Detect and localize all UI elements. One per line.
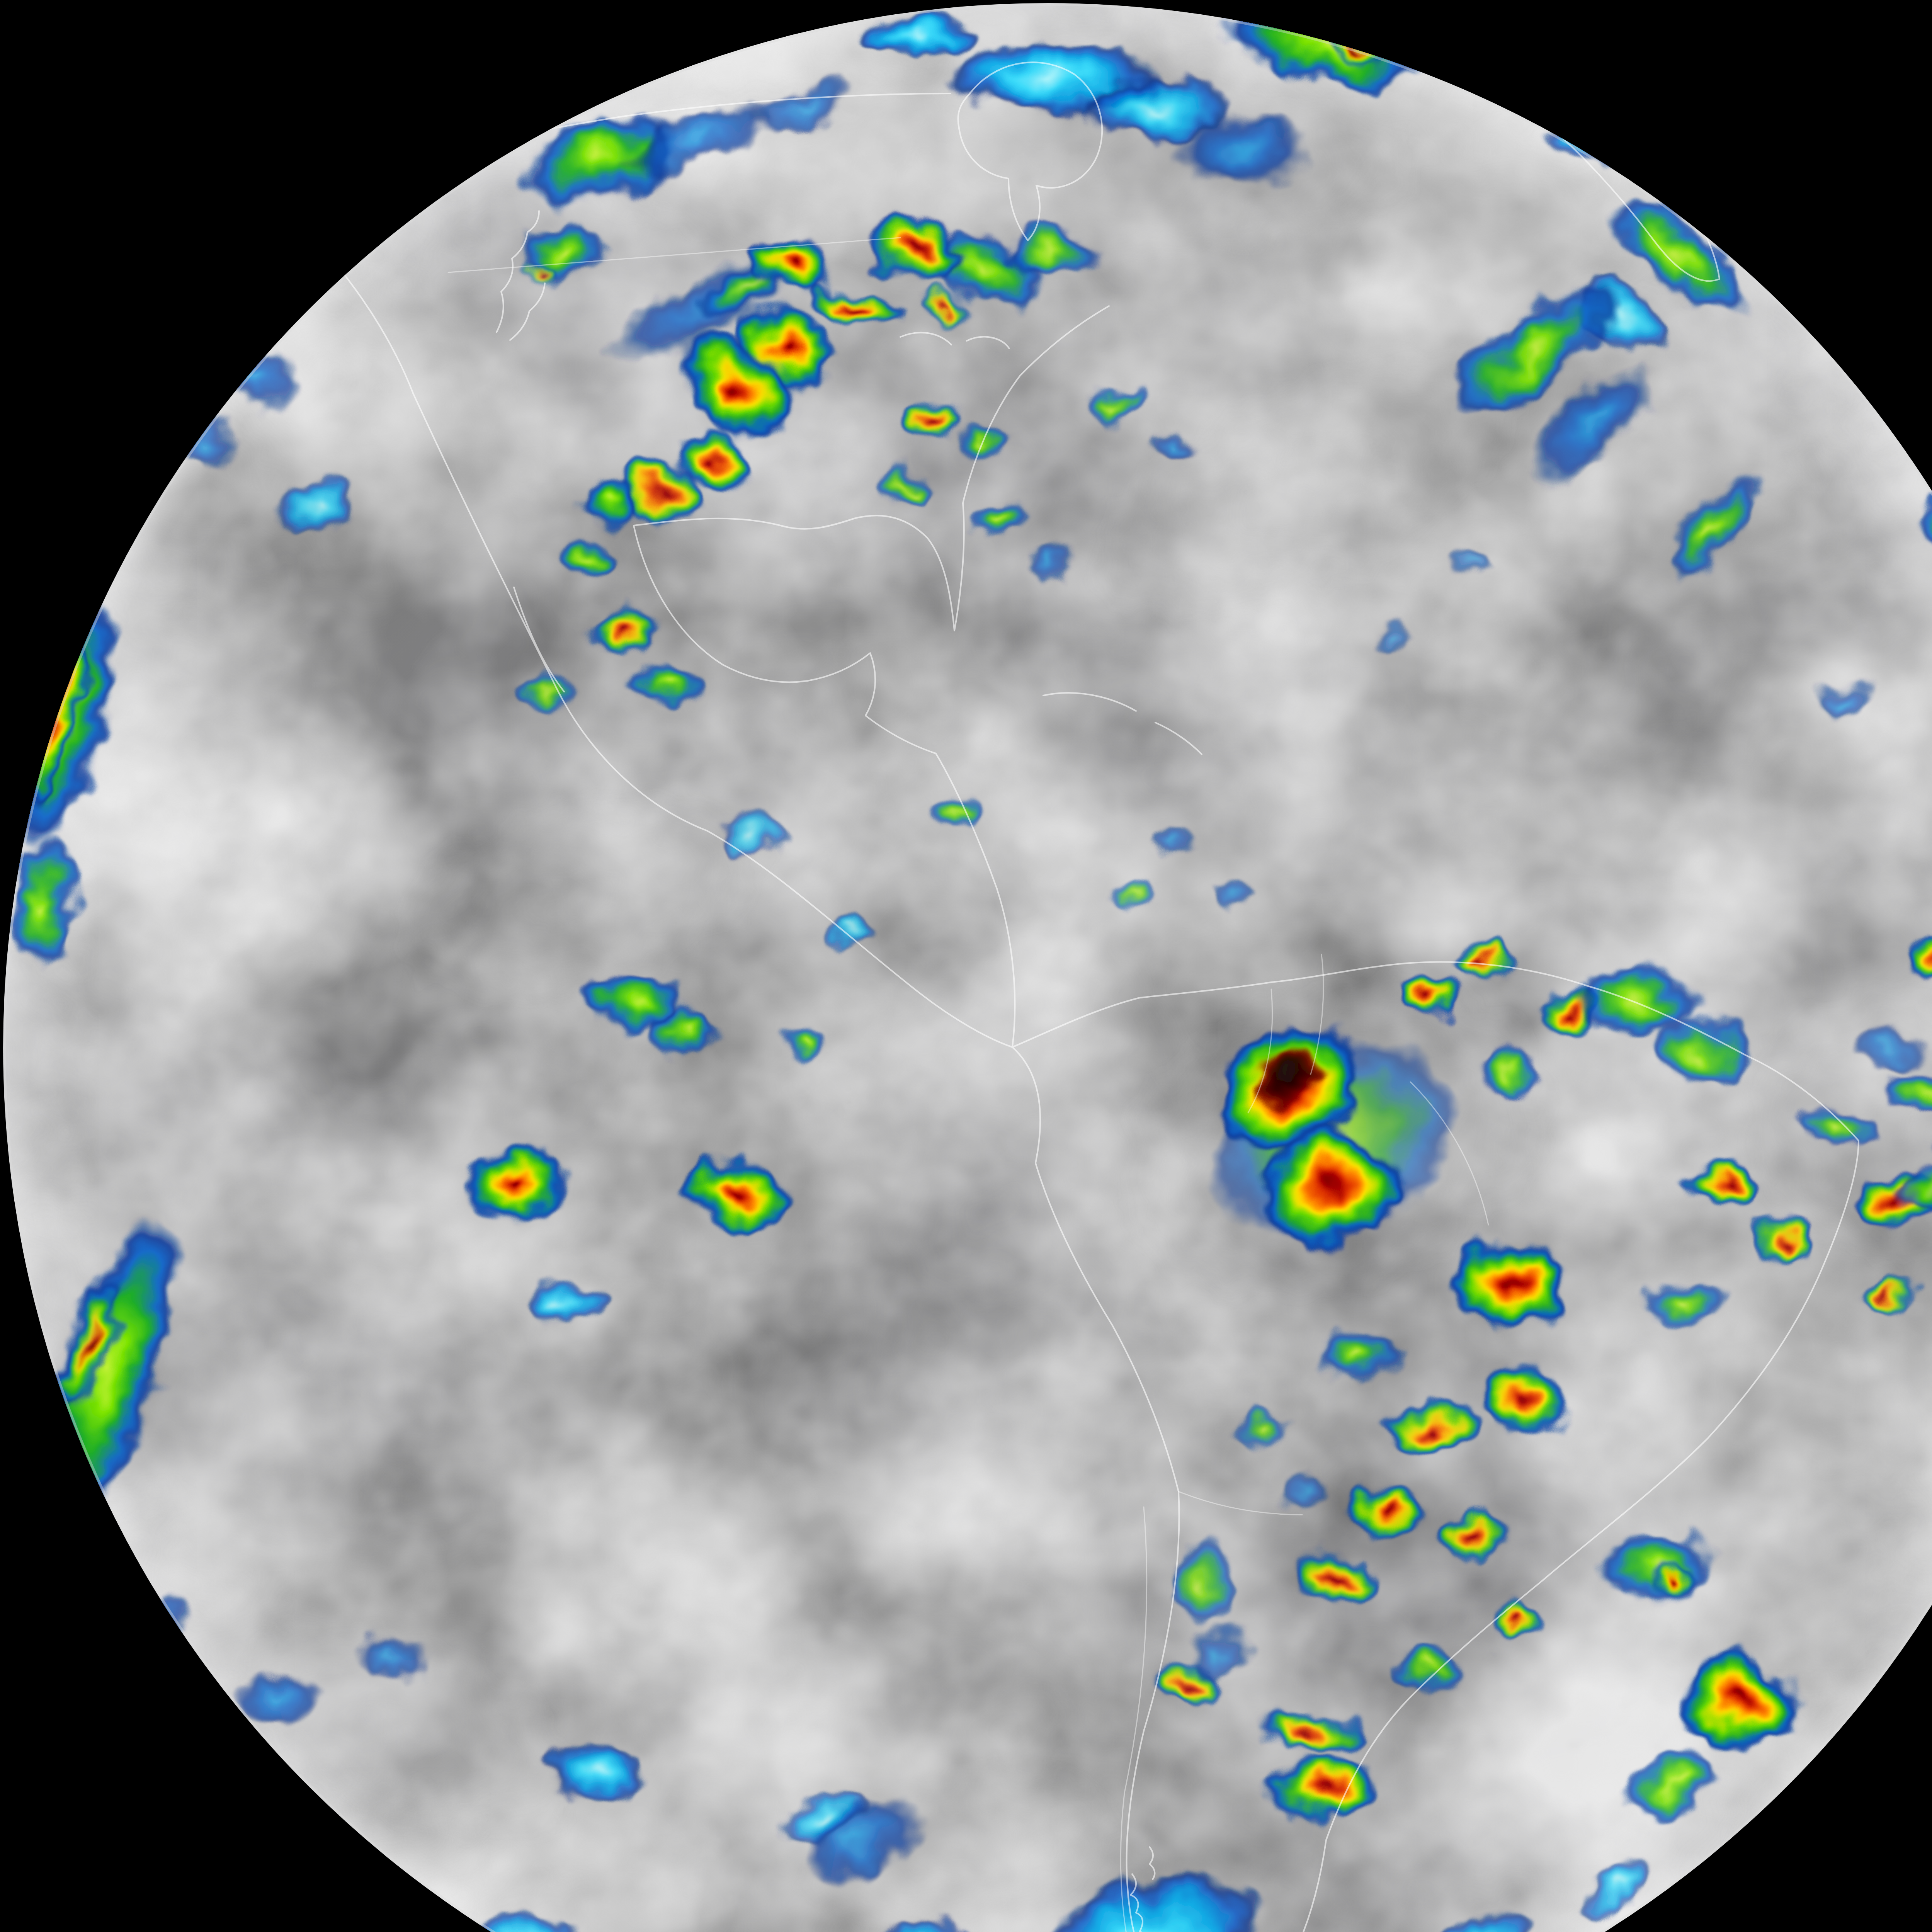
convection-cell-cyan xyxy=(276,482,357,530)
convection-cell-green xyxy=(1003,229,1099,277)
convection-cell-blue xyxy=(1194,1631,1248,1677)
convection-cell-blue xyxy=(1028,553,1074,583)
convection-cell-blue xyxy=(1364,619,1410,648)
convection-cell-storm xyxy=(1451,1238,1571,1327)
convection-cell-storm xyxy=(1866,1277,1913,1312)
convection-cell-storm xyxy=(1648,1562,1690,1595)
convection-cell-storm xyxy=(1350,1485,1424,1537)
convection-cell-storm xyxy=(1483,1607,1539,1647)
convection-cell-cyan xyxy=(719,810,788,852)
convection-cell-green xyxy=(1803,1103,1876,1146)
convection-cell-storm xyxy=(1393,977,1466,1025)
convection-cell-green xyxy=(933,795,983,828)
convection-cell-green xyxy=(560,538,618,578)
convection-cell-storm xyxy=(1389,1400,1470,1460)
convection-cell-storm xyxy=(1438,1510,1506,1558)
convection-cell-storm xyxy=(464,1148,568,1221)
convection-cell-blue xyxy=(1175,114,1306,187)
convection-cell-storm xyxy=(906,403,964,443)
convection-cell-storm xyxy=(1753,1219,1817,1262)
convection-cell-blue xyxy=(354,1635,427,1680)
convection-cell-cyan xyxy=(827,920,873,951)
convection-cell-green xyxy=(775,1027,825,1060)
full-disk-satellite-view xyxy=(0,0,1932,1932)
convection-cell-blue xyxy=(1853,1031,1926,1071)
convection-cell-blue xyxy=(1279,1476,1325,1507)
convection-cell-blue xyxy=(1151,429,1198,460)
convection-cell-storm xyxy=(1297,1551,1373,1602)
convection-cell-green xyxy=(1233,1412,1287,1447)
convection-cell-blue xyxy=(1210,880,1247,905)
convection-cell-blue xyxy=(1157,828,1200,856)
satellite-image-stage xyxy=(0,0,1932,1932)
convection-cell-green xyxy=(572,480,645,528)
convection-cell-green xyxy=(1113,883,1151,910)
convection-cell-cyan xyxy=(539,1742,643,1805)
convection-cell-green xyxy=(1478,1054,1544,1094)
convection-cell-green xyxy=(632,663,697,705)
convection-cell-green xyxy=(1652,1019,1748,1083)
convection-cell-green xyxy=(972,499,1030,536)
convection-cell-storm xyxy=(585,610,659,658)
convection-cell-storm xyxy=(923,292,970,319)
convection-cell-green xyxy=(647,1008,721,1056)
convection-cell-blue xyxy=(1451,554,1493,582)
convection-cell-green xyxy=(1312,1328,1401,1384)
convection-cell-green xyxy=(964,425,1014,460)
convection-cell-storm xyxy=(1474,1363,1571,1434)
convection-cell-green xyxy=(1086,383,1140,417)
convection-cell-storm xyxy=(524,260,554,281)
convection-cell-green xyxy=(1640,1278,1721,1326)
convection-cell-storm xyxy=(1451,938,1509,978)
convection-cell-green xyxy=(879,468,929,502)
convection-cell-blue xyxy=(1818,678,1876,713)
convection-cell-cyan xyxy=(531,1281,605,1323)
convection-cell-storm xyxy=(1687,1163,1760,1214)
convection-cell-green xyxy=(1397,1647,1463,1692)
convection-cell-storm xyxy=(688,1162,784,1230)
convection-cell-cyan xyxy=(862,14,978,56)
